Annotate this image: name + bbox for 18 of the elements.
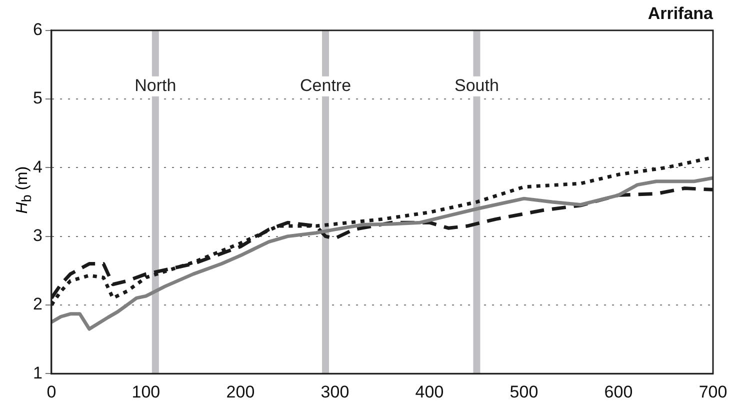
- x-tick-label: 300: [320, 382, 350, 402]
- ref-line-label: Centre: [300, 76, 352, 96]
- ref-line-label: South: [454, 76, 499, 96]
- y-tick-label: 2: [32, 294, 42, 314]
- chart-title: Arrifana: [648, 4, 714, 23]
- x-tick-label: 700: [698, 382, 728, 402]
- ref-line-label: North: [134, 76, 176, 96]
- x-tick-label: 500: [510, 382, 538, 402]
- x-tick-label: 100: [132, 382, 160, 402]
- x-tick-label: 600: [604, 382, 633, 402]
- x-tick-label: 400: [415, 382, 444, 402]
- y-tick-label: 6: [32, 20, 42, 40]
- y-tick-label: 3: [32, 226, 42, 246]
- x-tick-label: 0: [46, 382, 56, 402]
- y-tick-label: 5: [32, 88, 42, 108]
- x-tick-label: 200: [226, 382, 255, 402]
- y-tick-label: 4: [32, 157, 42, 176]
- y-tick-label: 1: [32, 363, 42, 382]
